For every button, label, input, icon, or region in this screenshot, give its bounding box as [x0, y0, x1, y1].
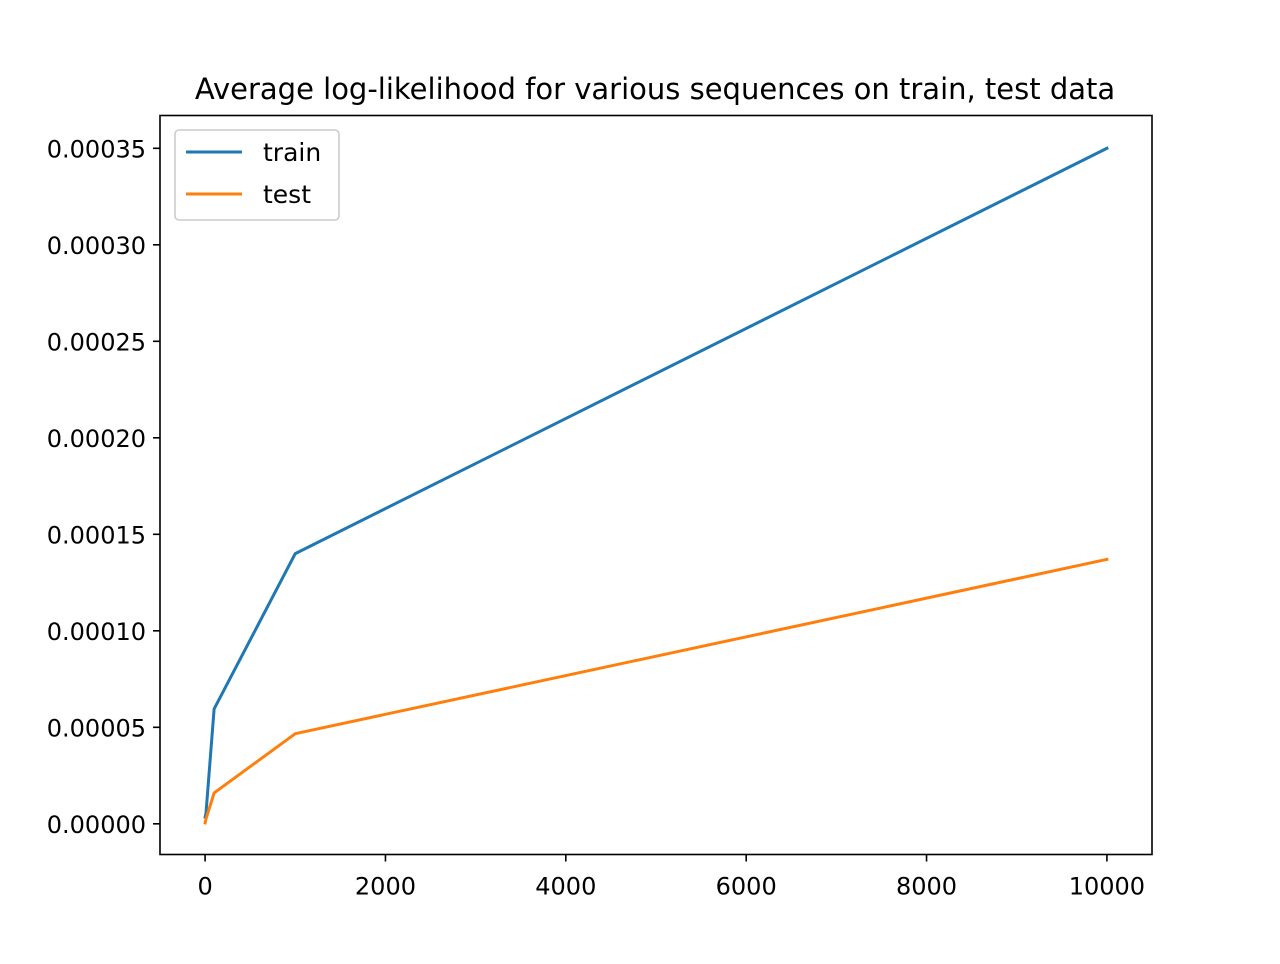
plot-frame [159, 114, 1153, 856]
x-tick-label: 8000 [896, 873, 957, 901]
legend: train test [174, 129, 340, 221]
x-axis: 0 2000 4000 6000 8000 10000 [197, 854, 1145, 901]
chart-title: Average log-likelihood for various seque… [195, 72, 1115, 106]
x-tick-label: 0 [197, 873, 212, 901]
y-tick-label: 0.00005 [47, 714, 146, 742]
y-tick-label: 0.00015 [47, 521, 146, 549]
x-tick-label: 2000 [355, 873, 416, 901]
x-tick-label: 4000 [535, 873, 596, 901]
series-layer [203, 146, 1109, 825]
x-tick-label: 10000 [1069, 873, 1145, 901]
y-tick-label: 0.00000 [47, 811, 146, 839]
legend-label-train: train [263, 138, 321, 167]
y-tick-label: 0.00030 [47, 232, 146, 260]
y-tick-label: 0.00035 [47, 135, 146, 163]
series-line-train [203, 146, 1109, 819]
legend-label-test: test [263, 180, 311, 209]
series-line-test [203, 557, 1109, 825]
y-tick-label: 0.00010 [47, 618, 146, 646]
y-tick-label: 0.00025 [47, 328, 146, 356]
y-tick-label: 0.00020 [47, 425, 146, 453]
y-axis: 0.00000 0.00005 0.00010 0.00015 0.00020 0.000… [47, 135, 160, 839]
x-tick-label: 6000 [716, 873, 777, 901]
